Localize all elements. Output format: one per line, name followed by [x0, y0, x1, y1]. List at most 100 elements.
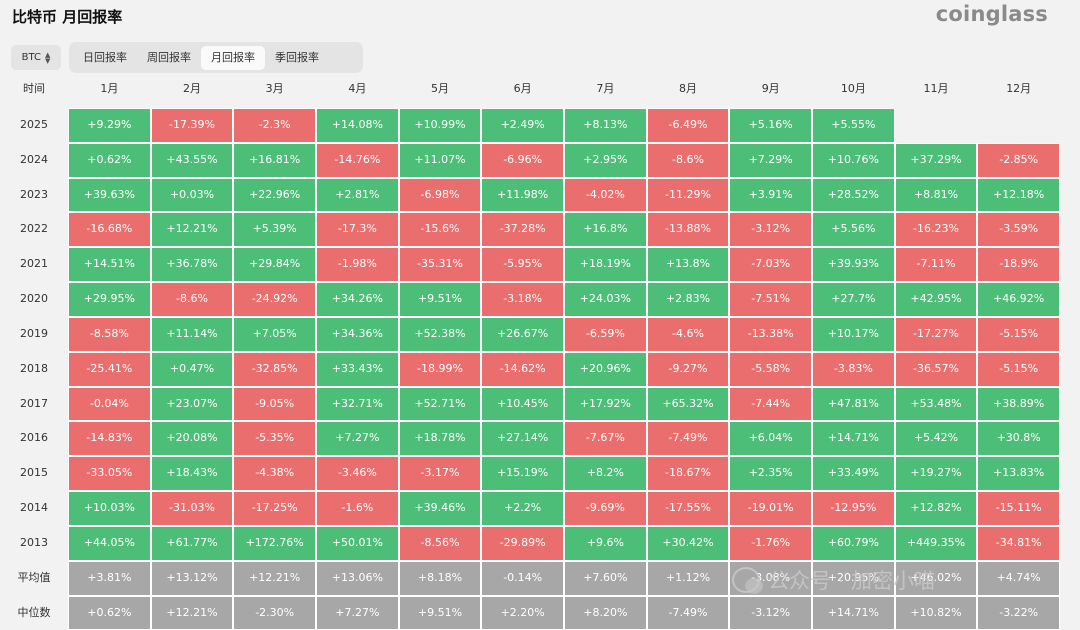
- summary-cell: -7.49%: [646, 595, 730, 630]
- column-header-month: 7月: [596, 82, 615, 95]
- return-cell: +33.49%: [812, 456, 895, 492]
- tab-monthly[interactable]: 月回报率: [201, 45, 265, 70]
- year-label: 2014: [20, 501, 48, 515]
- return-cell: -5.35%: [233, 421, 316, 457]
- return-cell: -1.76%: [729, 525, 813, 561]
- return-cell: -9.27%: [646, 351, 730, 387]
- column-header-month: 1月: [100, 82, 119, 95]
- return-cell: +8.81%: [894, 177, 978, 213]
- return-cell: +22.96%: [233, 177, 316, 213]
- return-cell: -1.6%: [316, 491, 399, 526]
- year-label: 2020: [20, 292, 48, 306]
- return-cell: -2.85%: [977, 142, 1061, 178]
- return-cell: +34.26%: [316, 282, 399, 317]
- return-cell: +15.19%: [481, 456, 564, 492]
- return-cell: +28.52%: [812, 177, 895, 213]
- return-cell: +172.76%: [233, 525, 316, 561]
- return-cell: -3.18%: [481, 282, 564, 317]
- year-label: 2016: [20, 431, 48, 445]
- return-cell: -9.05%: [233, 386, 316, 422]
- column-header-month: 2月: [182, 82, 201, 95]
- return-cell: -17.39%: [150, 108, 234, 143]
- asset-select[interactable]: BTC ▲ ▼: [11, 45, 61, 70]
- return-cell: +11.07%: [398, 142, 482, 178]
- year-label: 2018: [20, 361, 48, 375]
- return-cell: +18.78%: [398, 421, 482, 457]
- return-cell: +39.46%: [398, 491, 482, 526]
- return-cell: +30.42%: [646, 525, 730, 561]
- return-cell: -7.11%: [894, 247, 978, 283]
- return-cell: +11.14%: [150, 316, 234, 352]
- return-cell: +10.45%: [481, 386, 564, 422]
- year-label: 2017: [20, 396, 48, 410]
- return-cell: -13.88%: [646, 212, 730, 248]
- column-header-month: 9月: [761, 82, 780, 95]
- year-label: 2022: [20, 222, 48, 236]
- return-cell: -18.67%: [646, 456, 730, 492]
- year-label: 2019: [20, 326, 48, 340]
- summary-cell: +4.74%: [977, 560, 1061, 596]
- return-cell: +2.2%: [481, 491, 564, 526]
- return-cell: -15.6%: [398, 212, 482, 248]
- return-cell: -6.49%: [646, 108, 730, 143]
- return-cell: +20.08%: [150, 421, 234, 457]
- summary-cell: -3.08%: [729, 560, 813, 596]
- summary-cell: +8.20%: [564, 595, 647, 630]
- return-cell: -33.05%: [68, 456, 151, 492]
- return-cell: -3.46%: [316, 456, 399, 492]
- summary-cell: +3.81%: [68, 560, 151, 596]
- return-cell: -7.49%: [646, 421, 730, 457]
- tab-daily[interactable]: 日回报率: [83, 50, 127, 64]
- return-cell: -3.83%: [812, 351, 895, 387]
- return-cell: +61.77%: [150, 525, 234, 561]
- year-label: 2024: [20, 152, 48, 166]
- return-cell: -4.02%: [564, 177, 647, 213]
- return-cell: +0.47%: [150, 351, 234, 387]
- return-cell: +7.27%: [316, 421, 399, 457]
- return-cell: +0.62%: [68, 142, 151, 178]
- return-cell: +16.81%: [233, 142, 316, 178]
- return-cell: -4.6%: [646, 316, 730, 352]
- return-cell: +5.39%: [233, 212, 316, 248]
- return-cell: -17.55%: [646, 491, 730, 526]
- tab-weekly[interactable]: 周回报率: [147, 50, 191, 64]
- return-cell: -0.04%: [68, 386, 151, 422]
- summary-cell: +7.27%: [316, 595, 399, 630]
- return-cell: +20.96%: [564, 351, 647, 387]
- year-label: 2013: [20, 535, 48, 549]
- summary-row-label: 中位数: [17, 605, 51, 619]
- return-cell: +39.63%: [68, 177, 151, 213]
- return-cell: +16.8%: [564, 212, 647, 248]
- return-cell: +18.19%: [564, 247, 647, 283]
- summary-cell: +12.21%: [150, 595, 234, 630]
- return-cell: -14.76%: [316, 142, 399, 178]
- return-cell: +6.04%: [729, 421, 813, 457]
- return-cell: +37.29%: [894, 142, 978, 178]
- return-cell: -18.9%: [977, 247, 1061, 283]
- year-label: 2015: [20, 466, 48, 480]
- return-cell: -32.85%: [233, 351, 316, 387]
- return-cell: +47.81%: [812, 386, 895, 422]
- return-cell: +27.7%: [812, 282, 895, 317]
- return-cell: +24.03%: [564, 282, 647, 317]
- column-header-month: 5月: [431, 82, 449, 95]
- return-cell: +14.71%: [812, 421, 895, 457]
- summary-row-label: 平均值: [17, 570, 51, 584]
- return-cell: +18.43%: [150, 456, 234, 492]
- return-cell: +11.98%: [481, 177, 564, 213]
- return-cell: +29.84%: [233, 247, 316, 283]
- return-cell: +10.03%: [68, 491, 151, 526]
- return-cell: -14.62%: [481, 351, 564, 387]
- return-cell: -19.01%: [729, 491, 813, 526]
- summary-cell: +9.51%: [398, 595, 482, 630]
- return-cell: -11.29%: [646, 177, 730, 213]
- return-cell: -24.92%: [233, 282, 316, 317]
- return-cell: +0.03%: [150, 177, 234, 213]
- return-cell: +43.55%: [150, 142, 234, 178]
- return-cell: -8.58%: [68, 316, 151, 352]
- summary-cell: -0.14%: [481, 560, 564, 596]
- return-cell: +2.81%: [316, 177, 399, 213]
- tab-quarterly[interactable]: 季回报率: [275, 50, 319, 64]
- summary-cell: -2.30%: [233, 595, 316, 630]
- return-cell: -7.44%: [729, 386, 813, 422]
